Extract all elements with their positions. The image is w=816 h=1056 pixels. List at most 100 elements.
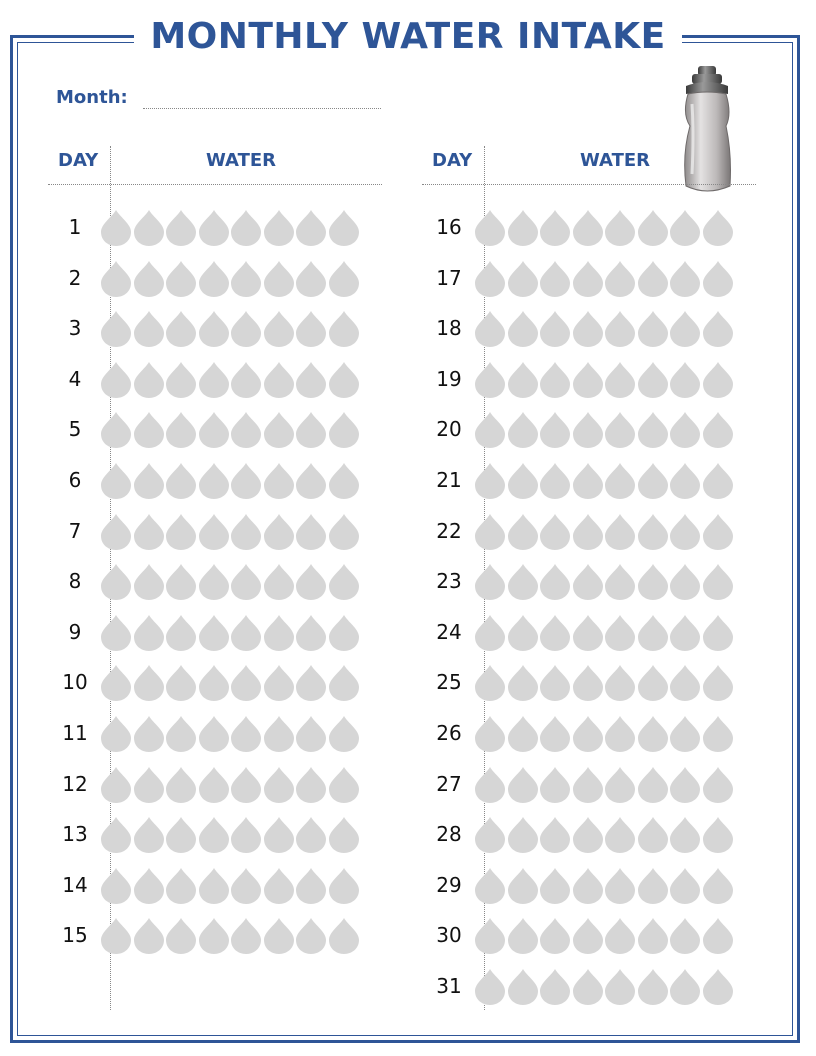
water-drop-icon[interactable] — [604, 361, 636, 399]
water-drop-icon[interactable] — [165, 513, 197, 551]
water-drop-icon[interactable] — [198, 310, 230, 348]
water-drop-icon[interactable] — [604, 310, 636, 348]
water-drop-icon[interactable] — [507, 917, 539, 955]
water-drop-icon[interactable] — [474, 614, 506, 652]
water-drop-icon[interactable] — [295, 411, 327, 449]
water-drop-icon[interactable] — [507, 968, 539, 1006]
water-drop-icon[interactable] — [572, 260, 604, 298]
water-drop-icon[interactable] — [328, 715, 360, 753]
water-drop-icon[interactable] — [133, 715, 165, 753]
water-drop-icon[interactable] — [604, 513, 636, 551]
water-drop-icon[interactable] — [572, 563, 604, 601]
water-drop-icon[interactable] — [702, 260, 734, 298]
water-drop-icon[interactable] — [669, 715, 701, 753]
water-drop-icon[interactable] — [295, 563, 327, 601]
water-drop-icon[interactable] — [133, 917, 165, 955]
water-drop-icon[interactable] — [507, 715, 539, 753]
water-drop-icon[interactable] — [230, 614, 262, 652]
water-drop-icon[interactable] — [198, 563, 230, 601]
water-drop-icon[interactable] — [572, 361, 604, 399]
water-drop-icon[interactable] — [669, 310, 701, 348]
water-drop-icon[interactable] — [133, 664, 165, 702]
water-drop-icon[interactable] — [604, 917, 636, 955]
water-drop-icon[interactable] — [572, 968, 604, 1006]
water-drop-icon[interactable] — [572, 867, 604, 905]
water-drop-icon[interactable] — [263, 513, 295, 551]
water-drop-icon[interactable] — [702, 361, 734, 399]
water-drop-icon[interactable] — [198, 513, 230, 551]
water-drop-icon[interactable] — [263, 361, 295, 399]
water-drop-icon[interactable] — [669, 260, 701, 298]
water-drop-icon[interactable] — [100, 563, 132, 601]
water-drop-icon[interactable] — [263, 209, 295, 247]
water-drop-icon[interactable] — [133, 209, 165, 247]
water-drop-icon[interactable] — [539, 209, 571, 247]
water-drop-icon[interactable] — [669, 563, 701, 601]
water-drop-icon[interactable] — [637, 917, 669, 955]
water-drop-icon[interactable] — [507, 513, 539, 551]
water-drop-icon[interactable] — [198, 462, 230, 500]
water-drop-icon[interactable] — [507, 209, 539, 247]
water-drop-icon[interactable] — [637, 411, 669, 449]
water-drop-icon[interactable] — [230, 209, 262, 247]
water-drop-icon[interactable] — [263, 310, 295, 348]
water-drop-icon[interactable] — [604, 766, 636, 804]
water-drop-icon[interactable] — [198, 715, 230, 753]
water-drop-icon[interactable] — [133, 816, 165, 854]
water-drop-icon[interactable] — [263, 411, 295, 449]
water-drop-icon[interactable] — [263, 563, 295, 601]
water-drop-icon[interactable] — [702, 816, 734, 854]
water-drop-icon[interactable] — [198, 917, 230, 955]
water-drop-icon[interactable] — [507, 614, 539, 652]
water-drop-icon[interactable] — [669, 361, 701, 399]
water-drop-icon[interactable] — [474, 462, 506, 500]
water-drop-icon[interactable] — [100, 260, 132, 298]
water-drop-icon[interactable] — [263, 664, 295, 702]
water-drop-icon[interactable] — [100, 462, 132, 500]
water-drop-icon[interactable] — [295, 209, 327, 247]
water-drop-icon[interactable] — [539, 614, 571, 652]
water-drop-icon[interactable] — [230, 563, 262, 601]
water-drop-icon[interactable] — [295, 867, 327, 905]
water-drop-icon[interactable] — [230, 664, 262, 702]
water-drop-icon[interactable] — [637, 209, 669, 247]
water-drop-icon[interactable] — [230, 260, 262, 298]
water-drop-icon[interactable] — [474, 411, 506, 449]
water-drop-icon[interactable] — [669, 968, 701, 1006]
water-drop-icon[interactable] — [263, 715, 295, 753]
water-drop-icon[interactable] — [474, 563, 506, 601]
water-drop-icon[interactable] — [328, 260, 360, 298]
water-drop-icon[interactable] — [100, 766, 132, 804]
water-drop-icon[interactable] — [474, 664, 506, 702]
water-drop-icon[interactable] — [295, 816, 327, 854]
water-drop-icon[interactable] — [295, 917, 327, 955]
water-drop-icon[interactable] — [507, 867, 539, 905]
water-drop-icon[interactable] — [702, 766, 734, 804]
water-drop-icon[interactable] — [539, 411, 571, 449]
water-drop-icon[interactable] — [100, 867, 132, 905]
water-drop-icon[interactable] — [637, 968, 669, 1006]
water-drop-icon[interactable] — [572, 209, 604, 247]
water-drop-icon[interactable] — [165, 361, 197, 399]
water-drop-icon[interactable] — [133, 563, 165, 601]
water-drop-icon[interactable] — [702, 614, 734, 652]
water-drop-icon[interactable] — [637, 513, 669, 551]
water-drop-icon[interactable] — [295, 310, 327, 348]
water-drop-icon[interactable] — [604, 563, 636, 601]
water-drop-icon[interactable] — [165, 209, 197, 247]
water-drop-icon[interactable] — [572, 816, 604, 854]
water-drop-icon[interactable] — [572, 917, 604, 955]
water-drop-icon[interactable] — [604, 867, 636, 905]
water-drop-icon[interactable] — [637, 563, 669, 601]
water-drop-icon[interactable] — [507, 462, 539, 500]
water-drop-icon[interactable] — [474, 968, 506, 1006]
water-drop-icon[interactable] — [702, 411, 734, 449]
water-drop-icon[interactable] — [295, 715, 327, 753]
water-drop-icon[interactable] — [702, 867, 734, 905]
water-drop-icon[interactable] — [165, 260, 197, 298]
water-drop-icon[interactable] — [230, 310, 262, 348]
water-drop-icon[interactable] — [572, 766, 604, 804]
water-drop-icon[interactable] — [474, 260, 506, 298]
water-drop-icon[interactable] — [669, 664, 701, 702]
water-drop-icon[interactable] — [604, 209, 636, 247]
